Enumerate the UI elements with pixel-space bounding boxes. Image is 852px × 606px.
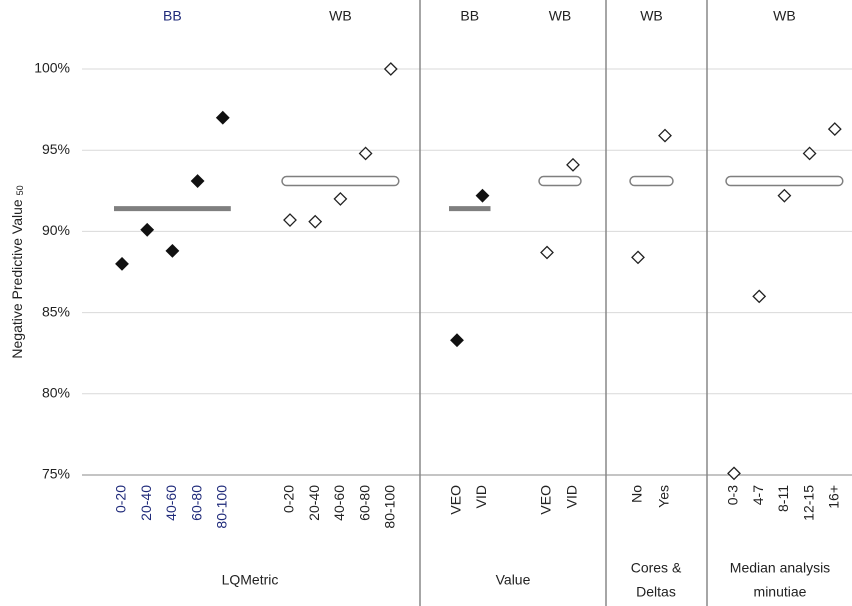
y-tick-label: 80% xyxy=(42,385,70,401)
group-header: WB xyxy=(640,8,663,24)
data-point xyxy=(827,122,842,137)
x-tick-label: 60-80 xyxy=(356,485,372,521)
x-tick-label: 4-7 xyxy=(750,485,766,505)
data-point xyxy=(566,157,580,172)
data-point xyxy=(475,188,490,203)
x-tick-label: No xyxy=(629,485,645,503)
y-axis-label-subscript: 50 xyxy=(15,185,25,195)
x-tick-label: VID xyxy=(564,485,580,508)
data-point xyxy=(308,214,323,229)
data-point xyxy=(658,128,672,143)
group-header: WB xyxy=(549,8,572,24)
y-axis-label: Negative Predictive Value 50 xyxy=(9,185,26,358)
section-label: Median analysis xyxy=(730,560,830,576)
x-tick-label: VEO xyxy=(538,485,554,515)
x-tick-label: 0-3 xyxy=(725,485,741,505)
data-point xyxy=(540,245,554,260)
group-header: BB xyxy=(163,8,182,24)
x-tick-label: 8-11 xyxy=(775,485,791,512)
x-tick-label: 12-15 xyxy=(800,485,816,521)
y-axis-label-text: Negative Predictive Value xyxy=(9,199,25,358)
mean-line xyxy=(629,175,674,187)
x-tick-label: Yes xyxy=(656,485,672,508)
mean-line xyxy=(725,175,844,187)
group-header: WB xyxy=(329,8,352,24)
x-tick-label: 0-20 xyxy=(281,485,297,513)
y-tick-label: 100% xyxy=(34,60,70,76)
group-header: WB xyxy=(773,8,796,24)
data-point xyxy=(333,192,348,206)
x-tick-label: 40-60 xyxy=(331,485,347,521)
data-point xyxy=(727,466,741,481)
x-tick-label: 0-20 xyxy=(113,485,129,513)
y-tick-label: 75% xyxy=(42,466,70,482)
data-point xyxy=(777,188,792,203)
data-point xyxy=(802,146,817,161)
data-point xyxy=(215,110,230,125)
section-label: Value xyxy=(496,572,531,588)
x-tick-label: 40-60 xyxy=(163,485,179,521)
section-label: Cores & xyxy=(631,560,682,576)
x-tick-label: 60-80 xyxy=(188,485,204,521)
data-point xyxy=(383,62,398,76)
x-tick-label: 16+ xyxy=(826,485,842,509)
data-point xyxy=(165,243,180,258)
data-point xyxy=(140,222,155,237)
x-tick-label: 20-40 xyxy=(306,485,322,521)
data-point xyxy=(115,256,129,271)
section-label: LQMetric xyxy=(222,572,279,588)
data-point xyxy=(190,174,205,188)
y-tick-label: 90% xyxy=(42,222,70,238)
section-label: minutiae xyxy=(754,584,807,600)
data-point xyxy=(752,289,767,304)
group-header: BB xyxy=(460,8,479,24)
data-point xyxy=(631,250,645,265)
mean-line xyxy=(538,175,582,187)
data-point xyxy=(358,146,373,161)
x-tick-label: 80-100 xyxy=(214,485,230,529)
y-tick-label: 85% xyxy=(42,303,70,319)
x-tick-label: VID xyxy=(473,485,489,508)
x-tick-label: 20-40 xyxy=(138,485,154,521)
data-point xyxy=(450,333,464,348)
x-tick-label: VEO xyxy=(448,485,464,515)
section-label: Deltas xyxy=(636,584,676,600)
mean-line xyxy=(281,175,400,187)
y-tick-label: 95% xyxy=(42,141,70,157)
x-tick-label: 80-100 xyxy=(382,485,398,529)
data-point xyxy=(283,213,297,227)
